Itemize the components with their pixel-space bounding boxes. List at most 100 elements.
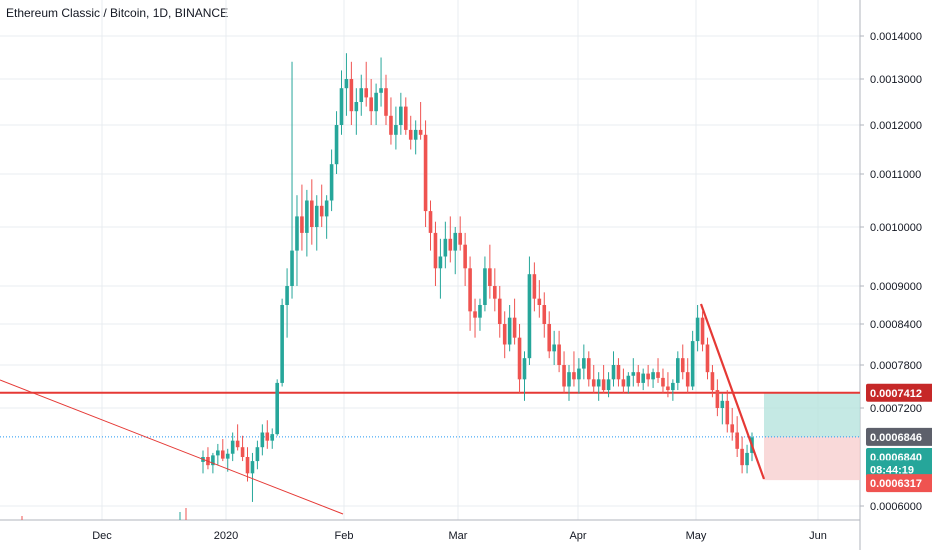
candle bbox=[220, 450, 225, 459]
candle bbox=[379, 88, 383, 93]
candle bbox=[240, 447, 245, 457]
y-tick-label: 0.0009000 bbox=[870, 281, 922, 293]
candle bbox=[423, 134, 428, 212]
candle bbox=[542, 305, 547, 324]
candle bbox=[473, 311, 477, 318]
candle bbox=[680, 358, 685, 373]
candle bbox=[408, 129, 413, 140]
price-label-bg bbox=[866, 474, 932, 493]
candle bbox=[725, 400, 730, 425]
x-tick-label: Mar bbox=[449, 530, 468, 542]
candle bbox=[522, 358, 527, 380]
candle bbox=[211, 455, 215, 466]
candle bbox=[740, 448, 744, 466]
price-label-bg bbox=[866, 427, 932, 446]
candle bbox=[666, 386, 670, 391]
x-tick-label: May bbox=[686, 530, 707, 542]
candle bbox=[369, 97, 373, 112]
candle bbox=[552, 344, 556, 352]
target-zone bbox=[764, 392, 860, 437]
candle bbox=[577, 368, 581, 380]
y-tick-label: 0.0011000 bbox=[870, 169, 921, 181]
grid bbox=[0, 0, 861, 550]
y-tick-label: 0.0012000 bbox=[870, 120, 922, 132]
candle bbox=[656, 372, 660, 378]
candle bbox=[225, 453, 230, 459]
candle bbox=[270, 434, 275, 441]
candle bbox=[280, 305, 284, 383]
candle bbox=[389, 115, 393, 135]
candle bbox=[290, 250, 294, 286]
candles bbox=[21, 53, 754, 520]
long-trendline bbox=[0, 379, 344, 515]
candle bbox=[384, 88, 388, 116]
candle bbox=[438, 256, 443, 269]
candle bbox=[344, 79, 349, 89]
candle bbox=[468, 268, 472, 312]
candle bbox=[671, 382, 675, 391]
candle bbox=[349, 79, 354, 112]
y-tick-label: 0.0006000 bbox=[870, 501, 922, 513]
candle bbox=[354, 102, 359, 112]
candle bbox=[216, 450, 220, 456]
candle bbox=[463, 244, 467, 269]
candle bbox=[448, 238, 453, 251]
chart-title: Ethereum Classic / Bitcoin, 1D, BINANCE bbox=[6, 6, 229, 20]
candle bbox=[230, 440, 235, 454]
candle bbox=[310, 200, 314, 227]
candle bbox=[646, 373, 650, 380]
position-zones[interactable] bbox=[764, 392, 860, 481]
y-tick-label: 0.0013000 bbox=[870, 74, 922, 86]
candle bbox=[507, 317, 512, 345]
candle bbox=[562, 365, 566, 387]
price-label-bg bbox=[866, 383, 932, 402]
candle bbox=[305, 200, 309, 233]
short-trendline bbox=[699, 303, 766, 480]
candle bbox=[532, 274, 537, 299]
candle bbox=[255, 447, 260, 462]
candle bbox=[537, 298, 542, 305]
y-tick-label: 0.0014000 bbox=[870, 31, 922, 43]
candle bbox=[710, 372, 715, 391]
candle bbox=[596, 379, 601, 387]
candle bbox=[735, 432, 739, 449]
price-label-last: 0.0006846 bbox=[870, 432, 922, 444]
candle bbox=[591, 379, 596, 387]
candle bbox=[295, 216, 299, 251]
candle bbox=[235, 440, 240, 448]
candle bbox=[324, 200, 329, 217]
candle bbox=[572, 372, 576, 380]
candle bbox=[601, 379, 606, 391]
trendlines[interactable] bbox=[0, 303, 766, 515]
price-labels: 0.00074120.00068460.000684008:44:190.000… bbox=[866, 383, 932, 493]
candle bbox=[631, 372, 636, 376]
candle bbox=[676, 358, 680, 383]
candle bbox=[517, 337, 522, 380]
candle bbox=[364, 88, 369, 98]
candle bbox=[502, 324, 507, 345]
candle bbox=[433, 232, 438, 269]
candle bbox=[394, 125, 398, 135]
price-label-stop: 0.0006317 bbox=[870, 478, 922, 490]
candle bbox=[483, 268, 487, 305]
candle bbox=[512, 317, 517, 338]
candle bbox=[616, 365, 621, 380]
candle bbox=[250, 461, 255, 474]
candle bbox=[730, 424, 735, 433]
candle bbox=[453, 232, 458, 251]
candle bbox=[443, 238, 448, 257]
candle bbox=[245, 457, 250, 474]
candle bbox=[641, 373, 645, 383]
candle bbox=[478, 305, 482, 318]
candle bbox=[586, 358, 591, 380]
x-tick-label: 2020 bbox=[214, 530, 238, 542]
candle bbox=[493, 286, 497, 299]
candle bbox=[399, 106, 403, 125]
candle bbox=[705, 344, 710, 373]
y-tick-label: 0.0010000 bbox=[870, 222, 922, 234]
candle bbox=[300, 216, 304, 233]
x-tick-label: Feb bbox=[335, 530, 354, 542]
candle bbox=[626, 375, 631, 387]
candle bbox=[334, 125, 339, 165]
